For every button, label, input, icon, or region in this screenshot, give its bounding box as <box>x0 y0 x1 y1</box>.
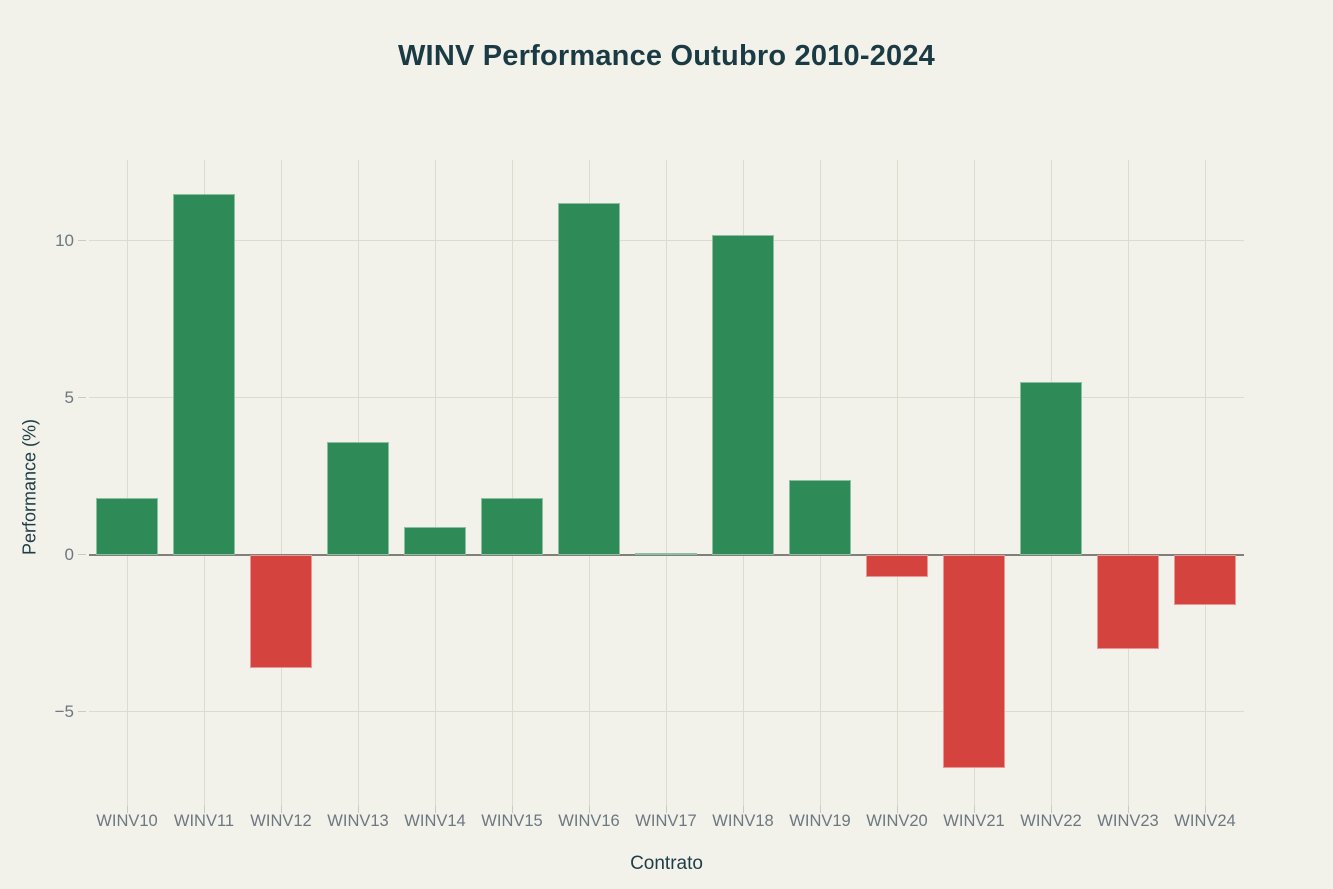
x-tick-label: WINV18 <box>712 812 774 830</box>
gridline-vertical <box>1204 160 1206 806</box>
x-tick-label: WINV24 <box>1174 812 1236 830</box>
bar-winv22 <box>1020 382 1082 555</box>
x-axis-tick <box>588 806 590 813</box>
x-axis-tick <box>1127 806 1129 813</box>
x-tick-label: WINV11 <box>173 812 235 830</box>
x-tick-label: WINV10 <box>96 812 158 830</box>
gridline-horizontal <box>88 711 1244 713</box>
gridline-vertical <box>973 160 975 806</box>
x-axis-tick <box>434 806 436 813</box>
x-tick-label: WINV22 <box>1020 812 1082 830</box>
y-tick-label: 10 <box>55 230 74 250</box>
y-axis-title: Performance (%) <box>19 418 40 556</box>
x-tick-label: WINV20 <box>866 812 928 830</box>
x-axis-tick <box>819 806 821 813</box>
bar-winv17 <box>635 553 697 556</box>
bar-winv21 <box>943 554 1005 769</box>
x-tick-label: WINV14 <box>404 812 466 830</box>
bar-winv10 <box>96 498 158 555</box>
bar-winv15 <box>481 498 543 555</box>
x-axis-tick <box>1050 806 1052 813</box>
bar-winv12 <box>250 554 312 668</box>
y-tick-label: 5 <box>64 387 74 407</box>
bar-winv19 <box>789 479 851 555</box>
gridline-vertical <box>896 160 898 806</box>
gridline-horizontal <box>88 397 1244 399</box>
x-axis-tick <box>357 806 359 813</box>
gridline-vertical <box>126 160 128 806</box>
gridline-vertical <box>1127 160 1129 806</box>
bar-winv11 <box>173 193 235 555</box>
gridline-horizontal <box>88 240 1244 242</box>
bar-winv20 <box>866 554 928 577</box>
x-tick-label: WINV19 <box>789 812 851 830</box>
gridline-vertical <box>280 160 282 806</box>
x-tick-label: WINV21 <box>943 812 1005 830</box>
x-tick-label: WINV16 <box>558 812 620 830</box>
x-axis-tick <box>665 806 667 813</box>
bar-winv18 <box>712 234 774 555</box>
x-axis-title: Contrato <box>630 853 703 874</box>
x-axis-tick <box>511 806 513 813</box>
x-axis-tick <box>126 806 128 813</box>
chart-title: WINV Performance Outubro 2010-2024 <box>397 40 936 72</box>
x-axis-tick <box>280 806 282 813</box>
y-tick-label: −5 <box>54 701 74 721</box>
bar-winv16 <box>558 203 620 555</box>
x-tick-label: WINV17 <box>635 812 697 830</box>
y-axis-tick <box>78 240 86 242</box>
gridline-vertical <box>665 160 667 806</box>
x-axis-tick <box>896 806 898 813</box>
bar-winv24 <box>1174 554 1236 606</box>
gridline-vertical <box>434 160 436 806</box>
x-axis-tick <box>203 806 205 813</box>
x-axis-tick <box>973 806 975 813</box>
x-axis-tick <box>742 806 744 813</box>
y-axis-tick <box>78 554 86 556</box>
x-tick-label: WINV23 <box>1097 812 1159 830</box>
x-tick-label: WINV12 <box>250 812 312 830</box>
y-axis-tick <box>78 397 86 399</box>
bar-winv13 <box>327 441 389 555</box>
y-tick-label: 0 <box>64 544 74 564</box>
y-axis-tick <box>78 711 86 713</box>
x-tick-label: WINV15 <box>481 812 543 830</box>
bar-winv14 <box>404 526 466 555</box>
gridline-vertical <box>511 160 513 806</box>
x-axis-tick <box>1204 806 1206 813</box>
x-tick-label: WINV13 <box>327 812 389 830</box>
bar-winv23 <box>1097 554 1159 650</box>
